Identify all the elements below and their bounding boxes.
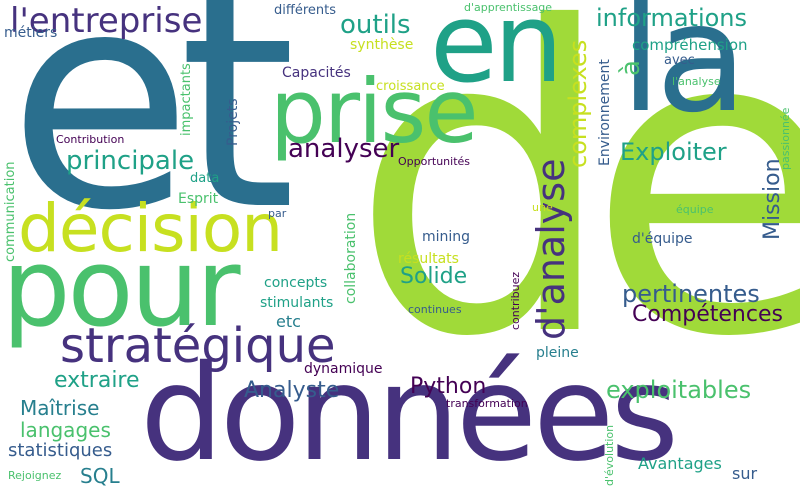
word-comprehension: compréhension <box>632 36 748 54</box>
word-python: Python <box>410 374 487 399</box>
word-mining: mining <box>422 229 471 245</box>
word-dapprentissage: d'apprentissage <box>464 1 553 14</box>
word-resultats: résultats <box>398 251 459 267</box>
word-contribution: Contribution <box>56 133 125 146</box>
word-rejoignez: Rejoignez <box>8 469 62 482</box>
word-stimulants: stimulants <box>260 295 334 311</box>
word-competences: Compétences <box>632 302 783 327</box>
word-de: de <box>350 0 800 429</box>
word-differents: différents <box>274 3 336 18</box>
word-sql: SQL <box>80 464 120 488</box>
word-solide: Solide <box>400 264 468 289</box>
word-pertinentes: pertinentes <box>622 280 760 308</box>
word-exploitables: exploitables <box>606 376 752 404</box>
word-mission: Mission <box>760 158 785 240</box>
word-lanalyse: l'analyse <box>672 75 721 88</box>
word-et: et <box>8 0 296 276</box>
word-une: une <box>532 201 553 214</box>
word-transformation: transformation <box>446 397 528 410</box>
word-dequipe: d'équipe <box>632 231 693 247</box>
word-opportunites: Opportunités <box>398 155 470 168</box>
word-projets: Projets <box>225 98 241 147</box>
word-sur: sur <box>732 464 758 483</box>
word-collaboration: collaboration <box>343 212 359 304</box>
word-par: par <box>268 207 287 220</box>
word-metiers: métiers <box>4 25 58 41</box>
word-langages: langages <box>20 418 111 442</box>
word-a: à <box>616 60 646 76</box>
word-maitrise: Maîtrise <box>20 396 100 420</box>
word-contribuez: contribuez <box>509 271 522 330</box>
word-statistiques: statistiques <box>8 440 113 461</box>
word-strategique: stratégique <box>60 318 336 374</box>
word-croissance: croissance <box>376 79 445 94</box>
word-principale: principale <box>66 146 195 176</box>
word-lentreprise: l'entreprise <box>10 1 203 41</box>
word-environnement: Environnement <box>597 59 613 166</box>
word-avec: avec <box>664 53 695 68</box>
word-outils: outils <box>340 10 411 40</box>
word-concepts: concepts <box>264 275 328 291</box>
word-informations: informations <box>596 4 748 32</box>
word-prise: prise <box>270 60 478 163</box>
word-decision: décision <box>18 190 283 267</box>
word-complexes: complexes <box>564 39 592 168</box>
word-analyste: Analyste <box>244 378 340 403</box>
word-analyser: analyser <box>288 134 400 164</box>
word-extraire: extraire <box>54 368 140 393</box>
word-dynamique: dynamique <box>304 361 383 377</box>
word-avantages: Avantages <box>638 454 722 473</box>
word-danalyse: d'analyse <box>529 158 573 340</box>
word-communication: communication <box>3 161 18 262</box>
word-la: la <box>620 0 748 146</box>
word-impactants: impactants <box>179 63 194 136</box>
word-continues: continues <box>408 303 462 316</box>
word-pour: pour <box>2 226 240 351</box>
word-capacites: Capacités <box>282 65 351 81</box>
word-devolution: d'évolution <box>603 424 616 486</box>
word-equipe: équipe <box>676 203 714 216</box>
word-data: data <box>190 171 220 186</box>
word-passionnee: passionnée <box>779 107 792 170</box>
word-pleine: pleine <box>536 345 579 361</box>
word-etc: etc <box>276 312 301 331</box>
word-donnees: données <box>140 337 679 491</box>
word-exploiter: Exploiter <box>620 138 727 166</box>
word-en: en <box>430 0 563 107</box>
word-synthese: synthèse <box>350 37 414 53</box>
word-esprit: Esprit <box>178 191 219 207</box>
